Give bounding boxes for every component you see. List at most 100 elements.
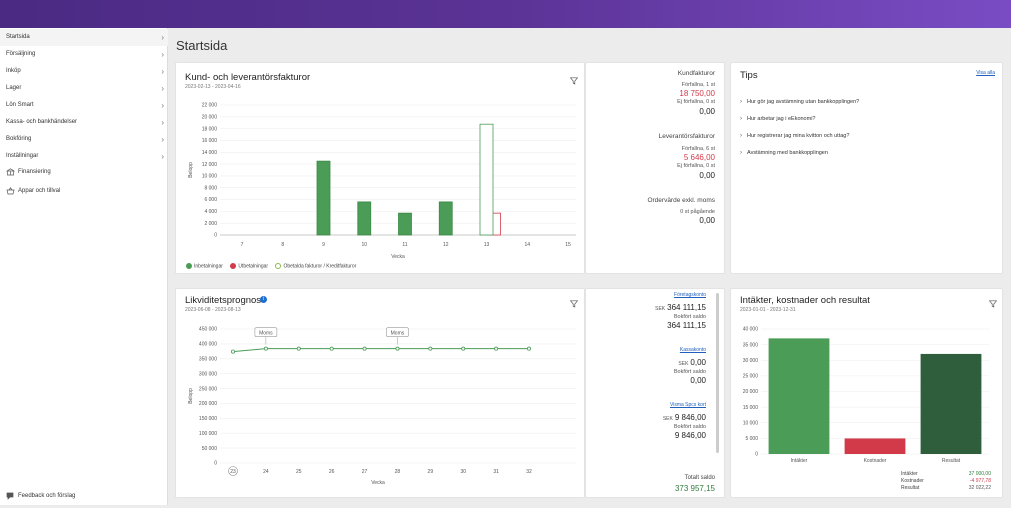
- lev-notdue-value: 0,00: [699, 171, 715, 180]
- data-point[interactable]: [428, 346, 433, 351]
- booked-label: Bokfört saldo: [673, 424, 706, 430]
- tip-item[interactable]: › Hur arbetar jag i eEkonomi?: [740, 116, 815, 122]
- y-tick-label: 0: [214, 233, 217, 239]
- sidebar-item-lager[interactable]: Lager ›: [0, 80, 168, 97]
- bar-inbetalningar[interactable]: [398, 212, 412, 236]
- accounts-scrollbar[interactable]: [716, 293, 719, 453]
- account-amount-row: SEK 9 846,00: [586, 413, 706, 422]
- basket-icon: [6, 186, 15, 195]
- result-row-label: Intäkter: [901, 471, 918, 477]
- sidebar-item-finansiering[interactable]: Finansiering: [0, 164, 168, 181]
- booked-value: 364 111,15: [667, 321, 706, 330]
- legend-out-marker: [230, 263, 237, 269]
- data-point[interactable]: [395, 346, 400, 351]
- bar-intäkter[interactable]: [768, 338, 830, 454]
- sidebar-item-startsida[interactable]: Startsida ›: [0, 29, 168, 46]
- data-point[interactable]: [461, 346, 466, 351]
- y-tick-label: 0: [755, 452, 758, 458]
- sidebar-item-label: Kassa- och bankhändelser: [6, 119, 78, 125]
- tip-item[interactable]: › Hur gör jag avstämning utan bankkopplin…: [740, 99, 859, 105]
- invoice-legend: Inbetalningar Utbetalningar Obetalda fak…: [186, 263, 356, 269]
- y-tick-label: 8 000: [204, 185, 217, 191]
- chevron-right-icon: ›: [740, 99, 742, 105]
- results-card-title: Intäkter, kostnader och resultat: [740, 295, 870, 306]
- kund-overdue-value: 18 750,00: [679, 89, 715, 98]
- y-tick-label: 20 000: [202, 115, 218, 121]
- account-amount: 0,00: [690, 358, 706, 367]
- feedback-button[interactable]: Feedback och förslag: [0, 488, 168, 505]
- current-week-marker: [228, 466, 238, 476]
- y-tick-label: 14 000: [202, 150, 218, 156]
- sidebar-item-label: Inköp: [6, 68, 21, 74]
- sidebar-item-försäljning[interactable]: Försäljning ›: [0, 46, 168, 63]
- bar-obetalda-fakturor-kreditfakturor[interactable]: [479, 123, 494, 236]
- y-tick-label: 22 000: [202, 103, 218, 109]
- x-tick-label: 28: [395, 469, 401, 475]
- y-tick-label: 40 000: [743, 327, 759, 333]
- sidebar-item-label: Startsida: [6, 34, 30, 40]
- y-tick-label: 450 000: [199, 327, 217, 333]
- tip-item[interactable]: › Hur registrerar jag mina kvitton och ut…: [740, 133, 849, 139]
- data-point[interactable]: [296, 346, 301, 351]
- result-row-value: 37 000,00: [968, 471, 991, 477]
- kund-notdue-value: 0,00: [699, 107, 715, 116]
- bank-icon: [5, 167, 16, 176]
- results-card-period: 2023-01-01 - 2023-12-31: [740, 307, 796, 313]
- chevron-right-icon: ›: [161, 67, 164, 76]
- y-tick-label: 150 000: [199, 416, 217, 422]
- bar-inbetalningar[interactable]: [316, 160, 331, 236]
- sidebar-item-lön-smart[interactable]: Lön Smart ›: [0, 97, 168, 114]
- x-tick-label: 11: [402, 242, 407, 248]
- info-icon[interactable]: i: [260, 296, 267, 303]
- invoice-card-period: 2023-02-13 - 2023-04-16: [185, 84, 241, 90]
- y-axis-label: Belopp: [188, 388, 194, 404]
- data-point[interactable]: [526, 346, 531, 351]
- invoice-summary-card: Kundfakturor Förfallna, 1 st 18 750,00 E…: [585, 62, 725, 274]
- account-link[interactable]: Företagskonto: [674, 292, 706, 298]
- sidebar-item-bokföring[interactable]: Bokföring ›: [0, 131, 168, 148]
- account-link[interactable]: Kassakonto: [679, 347, 706, 353]
- bar-inbetalningar[interactable]: [438, 201, 453, 236]
- data-point[interactable]: [494, 346, 499, 351]
- sidebar-item-appar[interactable]: Appar och tillval: [0, 183, 168, 200]
- invoice-card-title: Kund- och leverantörsfakturor: [185, 72, 311, 83]
- x-tick-label: Intäkter: [791, 458, 808, 464]
- filter-icon[interactable]: [569, 72, 579, 85]
- liquidity-line-chart: 0 50 000 100 000 150 000 200 000 250 000 300 0…: [188, 327, 576, 486]
- result-row-value: 32 022,22: [968, 485, 991, 491]
- chevron-right-icon: ›: [161, 84, 164, 93]
- data-point[interactable]: [263, 346, 268, 351]
- tip-item[interactable]: › Avstämning med bankkopplingen: [740, 150, 828, 156]
- liquidity-card-period: 2023-06-08 - 2023-08-13: [185, 307, 241, 313]
- chevron-right-icon: ›: [161, 33, 164, 42]
- account-link[interactable]: Visma Spcs kort: [669, 402, 706, 408]
- sidebar-item-kassa-och-bankhändelser[interactable]: Kassa- och bankhändelser ›: [0, 114, 168, 131]
- y-tick-label: 12 000: [202, 162, 218, 168]
- y-tick-label: 20 000: [743, 389, 759, 395]
- x-tick-label: 31: [493, 469, 499, 475]
- sidebar-item-inställningar[interactable]: Inställningar ›: [0, 148, 168, 165]
- filter-icon[interactable]: [569, 295, 579, 308]
- moms-badge[interactable]: [254, 327, 278, 337]
- page-title: Startsida: [176, 38, 228, 53]
- bar-resultat[interactable]: [920, 353, 982, 454]
- sidebar-item-inköp[interactable]: Inköp ›: [0, 63, 168, 80]
- data-point[interactable]: [231, 349, 236, 354]
- bar-kostnader[interactable]: [844, 438, 906, 454]
- filter-icon[interactable]: [988, 295, 998, 308]
- y-tick-label: 0: [214, 461, 217, 467]
- data-point[interactable]: [362, 346, 367, 351]
- sidebar: Startsida › Försäljning › Inköp › Lager › Lön Sm…: [0, 28, 168, 505]
- x-tick-label: Kostnader: [864, 458, 887, 464]
- moms-badge[interactable]: [386, 327, 409, 337]
- x-axis-label: Vecka: [371, 480, 385, 486]
- feedback-label: Feedback och förslag: [18, 493, 76, 499]
- show-all-tips-link[interactable]: Visa alla: [976, 70, 995, 76]
- y-tick-label: 250 000: [199, 386, 217, 392]
- data-point[interactable]: [329, 346, 334, 351]
- invoice-chart-card: Kund- och leverantörsfakturor 2023-02-13…: [175, 62, 585, 274]
- bar-inbetalningar[interactable]: [357, 201, 372, 236]
- legend-in-marker: [186, 263, 192, 269]
- sidebar-item-label: Finansiering: [18, 169, 51, 175]
- result-row-value: -4 977,78: [969, 478, 991, 484]
